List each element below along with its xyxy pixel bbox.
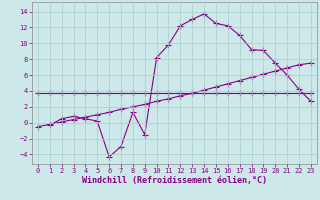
X-axis label: Windchill (Refroidissement éolien,°C): Windchill (Refroidissement éolien,°C) [82, 176, 267, 185]
